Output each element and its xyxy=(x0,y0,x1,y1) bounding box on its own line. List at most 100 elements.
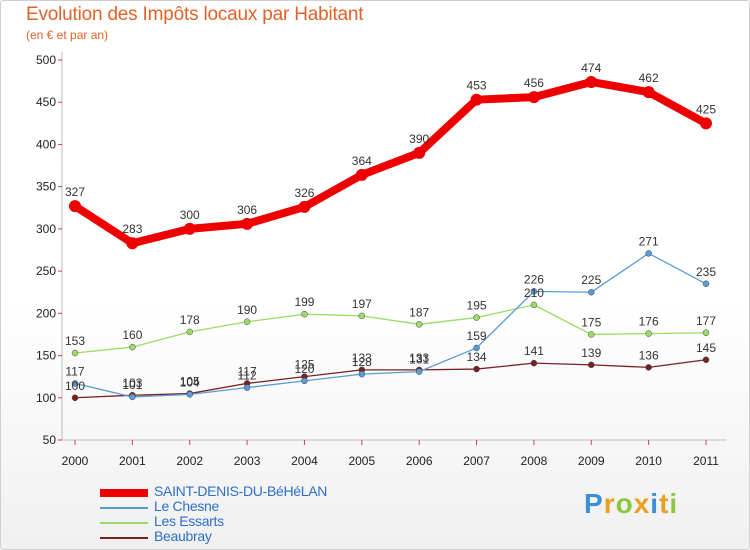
series-line xyxy=(74,359,707,399)
data-label: 100 xyxy=(65,379,85,393)
legend-label: SAINT-DENIS-DU-BéHéLAN xyxy=(154,483,328,499)
x-tick-label: 2007 xyxy=(463,454,490,468)
data-label: 364 xyxy=(352,154,372,168)
data-label: 112 xyxy=(238,369,257,383)
data-point xyxy=(702,329,710,337)
data-label: 271 xyxy=(639,234,659,248)
data-point xyxy=(241,217,254,230)
data-point xyxy=(588,361,595,369)
data-label: 178 xyxy=(180,313,200,327)
data-label: 187 xyxy=(409,305,429,319)
data-point xyxy=(71,380,79,387)
y-tick-label: 50 xyxy=(43,433,57,447)
data-label: 300 xyxy=(180,208,200,222)
x-tick-label: 2000 xyxy=(62,454,89,468)
data-label: 190 xyxy=(237,303,257,317)
legend-swatch xyxy=(100,522,148,524)
data-label: 117 xyxy=(65,364,84,378)
legend-swatch xyxy=(100,489,148,497)
data-label: 225 xyxy=(581,273,601,287)
data-label: 456 xyxy=(524,76,544,90)
data-point xyxy=(126,237,139,250)
data-point xyxy=(642,86,655,99)
legend-swatch xyxy=(100,537,148,539)
x-tick-label: 2005 xyxy=(348,454,375,468)
x-tick-label: 2009 xyxy=(578,454,605,468)
data-label: 283 xyxy=(122,222,142,236)
data-label: 326 xyxy=(294,186,314,200)
data-point xyxy=(183,222,196,235)
data-point xyxy=(413,146,426,159)
data-label: 101 xyxy=(122,378,142,392)
data-label: 235 xyxy=(696,265,716,279)
data-label: 226 xyxy=(524,272,544,286)
data-label: 133 xyxy=(409,351,429,365)
data-label: 474 xyxy=(581,61,601,75)
data-label: 199 xyxy=(294,295,314,309)
series-line xyxy=(71,77,710,248)
x-tick-label: 2001 xyxy=(119,454,146,468)
data-point xyxy=(71,394,79,402)
data-label: 390 xyxy=(409,132,429,146)
y-tick-label: 200 xyxy=(36,306,56,320)
data-point xyxy=(645,250,652,257)
data-label: 210 xyxy=(524,286,544,300)
data-label: 159 xyxy=(467,329,487,343)
data-label: 327 xyxy=(65,185,85,199)
legend-label: Le Chesne xyxy=(154,498,220,514)
data-point xyxy=(243,318,251,326)
data-label: 104 xyxy=(180,375,200,389)
y-tick-label: 350 xyxy=(36,180,56,194)
y-tick-label: 400 xyxy=(36,137,56,151)
data-point xyxy=(645,330,652,337)
legend-swatch xyxy=(100,507,148,509)
data-point xyxy=(186,328,193,336)
data-label: 145 xyxy=(696,341,716,355)
logo-letter: x xyxy=(633,488,651,519)
chart-title: Evolution des Impôts locaux par Habitant xyxy=(26,4,364,25)
data-label: 175 xyxy=(581,315,601,329)
x-tick-label: 2006 xyxy=(406,454,433,468)
data-label: 306 xyxy=(237,203,257,217)
x-tick-label: 2008 xyxy=(521,454,548,468)
data-label: 128 xyxy=(352,355,372,369)
data-point xyxy=(700,117,712,130)
y-tick-label: 500 xyxy=(36,53,56,67)
line-chart: 50 100 150 200 250 300 350 400 450 500 2000 2001 200… xyxy=(36,52,726,468)
x-tick-label: 2004 xyxy=(291,454,318,468)
data-label: 453 xyxy=(467,79,487,93)
proxiti-logo: Proxiti xyxy=(584,488,678,520)
data-label: 195 xyxy=(467,299,487,313)
data-point xyxy=(702,280,710,288)
data-label: 134 xyxy=(467,350,487,364)
data-point xyxy=(71,349,79,357)
data-point xyxy=(186,391,193,398)
data-label: 197 xyxy=(352,297,372,311)
x-tick-label: 2010 xyxy=(635,454,662,468)
logo-letter: r xyxy=(603,488,616,519)
series-line xyxy=(74,252,707,398)
data-point xyxy=(473,365,480,373)
data-label: 120 xyxy=(294,362,314,376)
data-point xyxy=(527,91,540,104)
data-point xyxy=(473,314,480,321)
data-point xyxy=(129,343,136,351)
data-point xyxy=(358,312,366,320)
data-point xyxy=(530,301,538,309)
data-point xyxy=(415,368,423,375)
data-point xyxy=(301,310,308,318)
data-label: 462 xyxy=(639,71,659,85)
data-point xyxy=(588,331,595,338)
y-tick-label: 100 xyxy=(36,391,56,405)
data-point xyxy=(473,344,480,352)
data-label: 160 xyxy=(122,328,142,342)
data-label: 425 xyxy=(696,102,716,116)
x-tick-label: 2003 xyxy=(234,454,261,468)
data-point xyxy=(243,384,251,391)
data-label: 133 xyxy=(352,351,372,365)
logo-letter: o xyxy=(615,488,634,519)
data-label: 153 xyxy=(65,334,85,348)
data-label: 103 xyxy=(122,376,142,390)
logo-letter: i xyxy=(669,488,679,519)
data-label: 177 xyxy=(696,314,716,328)
